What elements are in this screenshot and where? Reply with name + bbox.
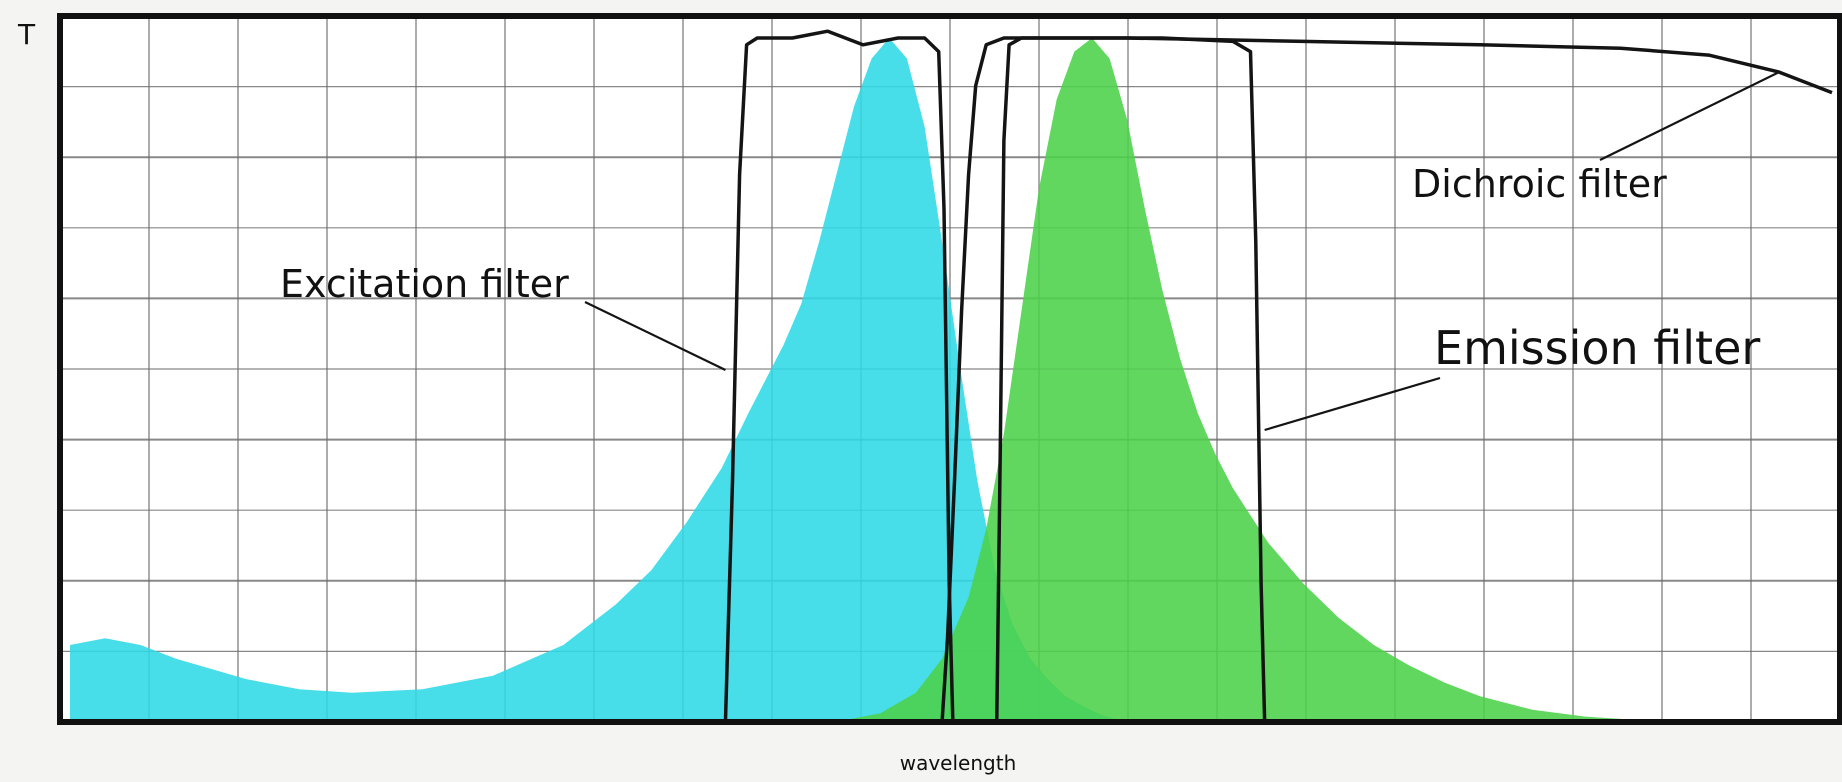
annotation-leader-line-2 (1264, 376, 1441, 432)
annotation-emission-filter: Emission filter (1434, 321, 1760, 375)
filter-curve-2 (723, 29, 955, 721)
y-axis-label: T (17, 18, 36, 51)
annotation-excitation-filter: Excitation filter (280, 262, 569, 306)
emission-spectrum-area (845, 38, 1832, 720)
annotation-leader-line-1 (1599, 71, 1780, 161)
plot-frame (57, 13, 1842, 725)
spectrum-areas (70, 38, 1832, 720)
excitation-spectrum-area (70, 38, 1119, 720)
filter-curve-4 (995, 36, 1267, 721)
annotation-dichroic-filter: Dichroic filter (1412, 162, 1667, 206)
annotation-leader-line-0 (584, 301, 726, 371)
annotation-leaders (584, 71, 1780, 432)
filter-curves (723, 29, 1833, 721)
x-axis-label: wavelength (900, 751, 1017, 775)
